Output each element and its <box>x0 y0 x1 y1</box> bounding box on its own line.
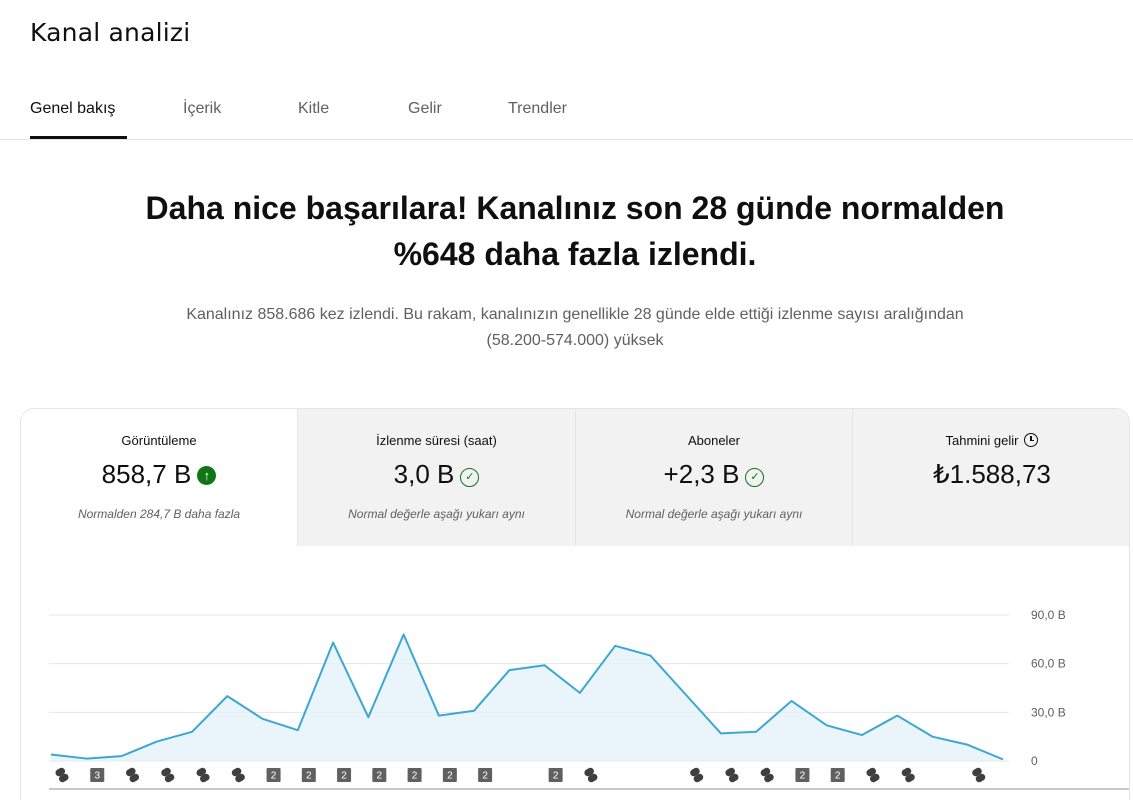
svg-text:3: 3 <box>94 771 100 782</box>
metric-value-row: +2,3 B ✓ <box>576 459 852 490</box>
active-tab-indicator <box>30 136 127 139</box>
metric-label: Görüntüleme <box>121 433 197 448</box>
shorts-icon[interactable] <box>971 766 987 783</box>
chart-area <box>51 634 1003 761</box>
tab-bar: Genel bakış İçerik Kitle Gelir Trendler <box>0 88 1133 140</box>
views-chart: 0 30,0 B 60,0 B 90,0 B 3 2 2 2 2 2 2 2 2 2 2 <box>49 608 1129 790</box>
svg-text:2: 2 <box>835 771 841 782</box>
summary-line-1: Kanalınız 858.686 kez izlendi. Bu rakam,… <box>186 306 964 323</box>
metric-value: 858,7 B <box>101 459 192 489</box>
metric-note: Normalden 284,7 B daha fazla <box>77 507 241 521</box>
tab-content[interactable]: İçerik <box>183 100 222 117</box>
shorts-icon[interactable] <box>230 766 246 783</box>
shorts-icon[interactable] <box>54 766 70 783</box>
video-count-badge[interactable]: 2 <box>407 768 422 782</box>
shorts-icon[interactable] <box>900 766 916 783</box>
video-count-badge[interactable]: 2 <box>830 768 845 782</box>
metric-note: Normal değerle aşağı yukarı aynı <box>625 507 803 521</box>
page-title: Kanal analizi <box>30 18 191 47</box>
svg-text:2: 2 <box>447 771 453 782</box>
video-count-badge[interactable]: 2 <box>372 768 387 782</box>
video-count-badge[interactable]: 2 <box>442 768 457 782</box>
y-tick-label: 60,0 B <box>1031 657 1066 671</box>
svg-text:2: 2 <box>800 771 806 782</box>
tab-trends[interactable]: Trendler <box>508 100 567 117</box>
arrow-up-circle-icon: ↑ <box>197 466 217 485</box>
metric-revenue[interactable]: Tahmini gelir ₺1.588,73 <box>852 409 1129 546</box>
video-count-badge[interactable]: 2 <box>795 768 810 782</box>
shorts-icon[interactable] <box>583 766 599 783</box>
metric-label: Tahmini gelir <box>945 433 1019 448</box>
shorts-icon[interactable] <box>865 766 881 783</box>
metric-note: Normal değerle aşağı yukarı aynı <box>348 507 525 521</box>
shorts-icon[interactable] <box>759 766 775 783</box>
video-count-badge[interactable]: 2 <box>337 768 352 782</box>
check-circle-icon: ✓ <box>460 468 480 487</box>
svg-text:2: 2 <box>271 771 277 782</box>
tab-revenue[interactable]: Gelir <box>408 100 442 117</box>
svg-text:2: 2 <box>412 771 418 782</box>
tab-audience[interactable]: Kitle <box>298 100 330 117</box>
summary-text: Kanalınız 858.686 kez izlendi. Bu rakam,… <box>0 302 1133 354</box>
metric-value-row: 3,0 B ✓ <box>298 459 575 490</box>
metric-value: ₺1.588,73 <box>933 459 1051 489</box>
metric-value-row: 858,7 B ↑ <box>21 459 297 490</box>
shorts-icon[interactable] <box>125 766 141 783</box>
metric-label: İzlenme süresi (saat) <box>376 433 497 448</box>
metric-watch-time[interactable]: İzlenme süresi (saat) 3,0 B ✓ Normal değe… <box>297 409 575 546</box>
video-count-badge[interactable]: 2 <box>548 768 563 782</box>
video-count-badge[interactable]: 2 <box>301 768 316 782</box>
metric-label: Aboneler <box>687 433 741 448</box>
y-tick-label: 30,0 B <box>1031 705 1066 719</box>
tab-overview[interactable]: Genel bakış <box>30 100 116 117</box>
shorts-icon[interactable] <box>160 766 176 783</box>
svg-text:2: 2 <box>377 771 383 782</box>
svg-text:2: 2 <box>482 771 488 782</box>
metric-subscribers[interactable]: Aboneler +2,3 B ✓ Normal değerle aşağı yu… <box>575 409 852 546</box>
svg-text:2: 2 <box>341 771 347 782</box>
video-count-badge[interactable]: 2 <box>478 768 493 782</box>
metric-label-row: Tahmini gelir <box>853 433 1129 448</box>
clock-icon <box>1024 433 1039 447</box>
analytics-card: Görüntüleme 858,7 B ↑ Normalden 284,7 B d… <box>20 408 1130 800</box>
check-circle-icon: ✓ <box>745 468 765 487</box>
video-count-badge[interactable]: 2 <box>266 768 281 782</box>
metric-views[interactable]: Görüntüleme 858,7 B ↑ Normalden 284,7 B d… <box>21 409 297 546</box>
summary-line-2: (58.200-574.000) yüksek <box>486 332 664 349</box>
metric-value: 3,0 B <box>393 459 455 489</box>
y-tick-label: 0 <box>1031 754 1038 768</box>
shorts-icon[interactable] <box>724 766 740 783</box>
headline-line-2: %648 daha fazla izlendi. <box>393 236 757 272</box>
video-count-badge[interactable]: 3 <box>90 768 105 782</box>
headline-line-1: Daha nice başarılara! Kanalınız son 28 g… <box>145 190 1005 226</box>
y-tick-label: 90,0 B <box>1031 608 1066 622</box>
shorts-icon[interactable] <box>689 766 705 783</box>
headline: Daha nice başarılara! Kanalınız son 28 g… <box>0 185 1133 277</box>
metric-value: +2,3 B <box>663 459 740 489</box>
chart-line <box>50 633 1004 761</box>
shorts-icon[interactable] <box>195 766 211 783</box>
svg-text:2: 2 <box>553 771 559 782</box>
svg-text:2: 2 <box>306 771 312 782</box>
